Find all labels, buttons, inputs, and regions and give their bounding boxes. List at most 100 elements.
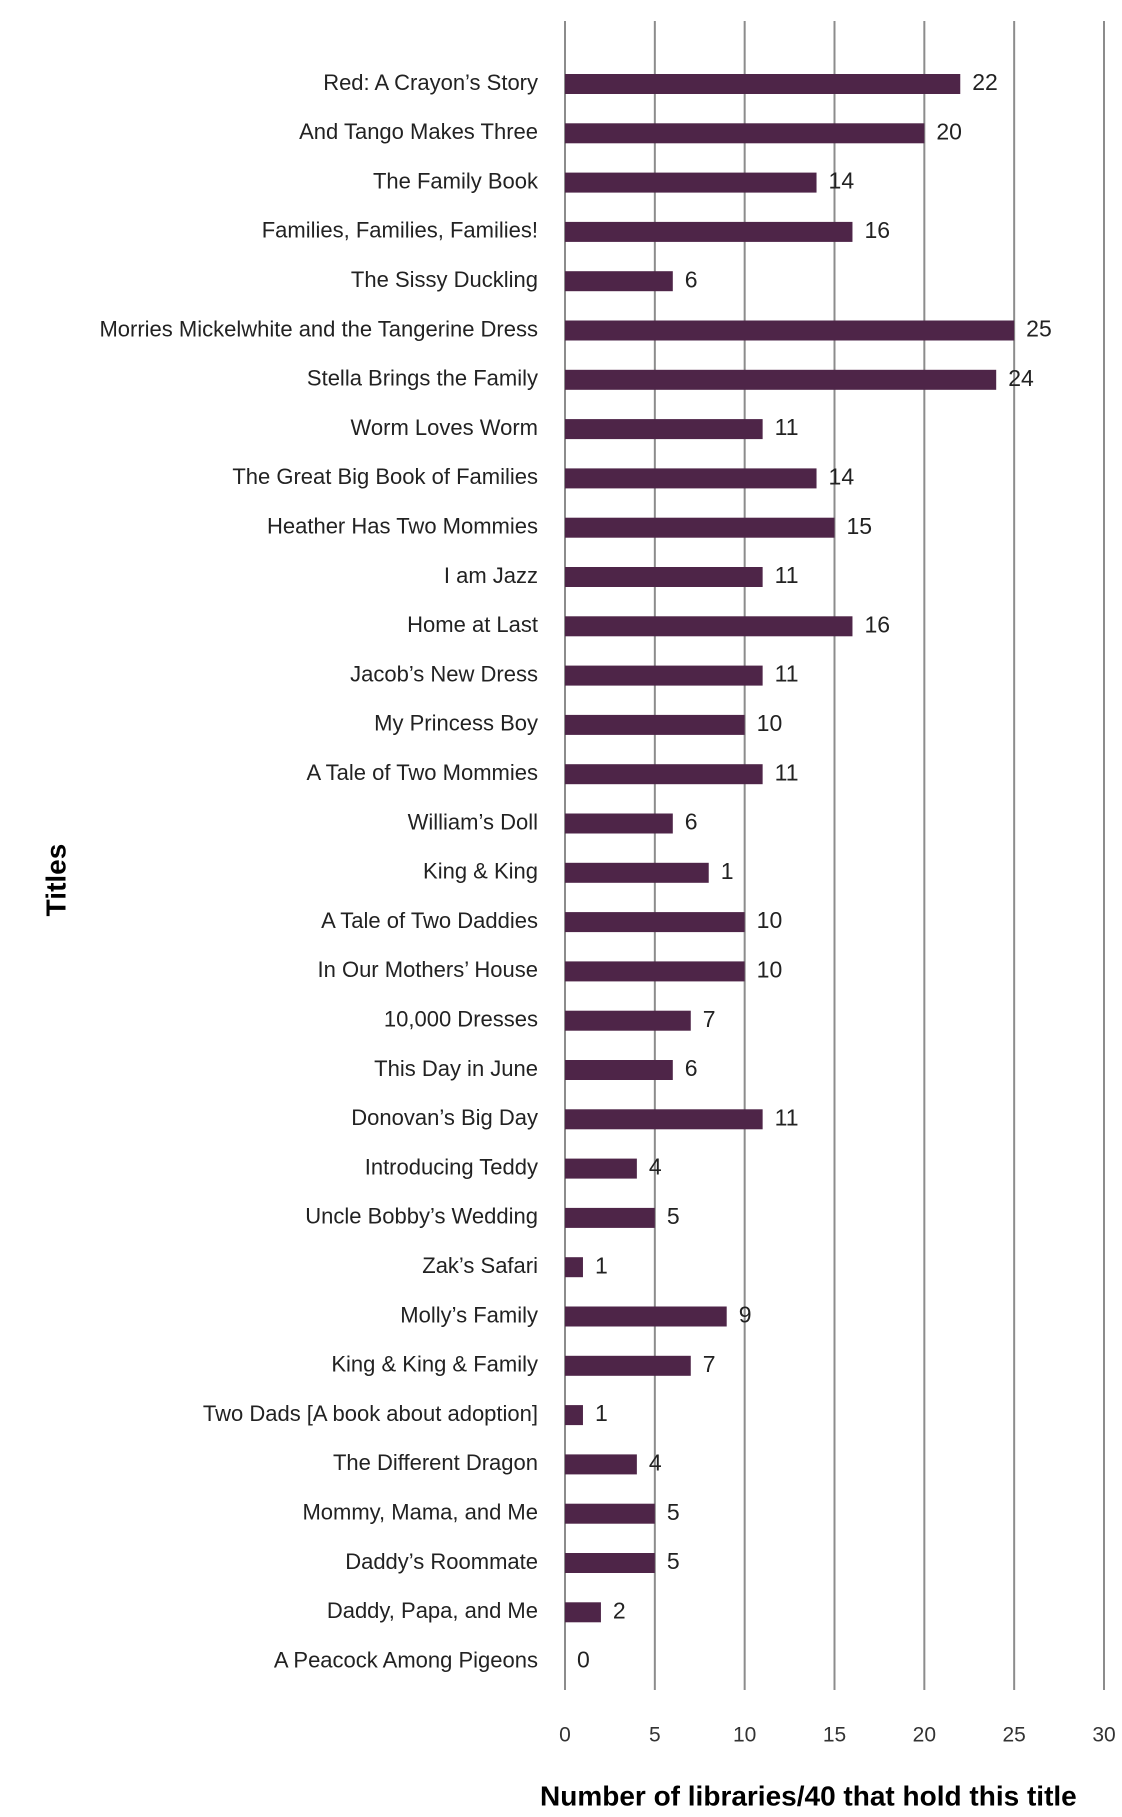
category-label: Donovan’s Big Day: [351, 1105, 538, 1130]
bar: [565, 714, 745, 735]
value-label: 11: [775, 1104, 799, 1130]
value-label: 1: [721, 858, 734, 884]
value-label: 20: [936, 118, 962, 144]
y-axis-title: Titles: [40, 844, 71, 917]
bar: [565, 172, 817, 193]
category-label: Families, Families, Families!: [262, 218, 538, 243]
x-axis-title: Number of libraries/40 that hold this ti…: [540, 1780, 1077, 1811]
value-label: 25: [1026, 316, 1052, 342]
category-label: The Great Big Book of Families: [232, 464, 538, 489]
bar: [565, 1503, 655, 1524]
value-label: 10: [757, 907, 783, 933]
bar: [565, 74, 961, 94]
value-label: 24: [1008, 365, 1034, 391]
category-label: Molly’s Family: [400, 1302, 538, 1327]
bar: [565, 468, 817, 489]
bar: [565, 813, 673, 834]
bar: [565, 517, 835, 538]
category-label: Worm Loves Worm: [351, 415, 538, 440]
value-label: 7: [703, 1351, 716, 1377]
category-label: Home at Last: [407, 612, 538, 637]
bar: [565, 1405, 583, 1426]
value-label: 9: [739, 1302, 752, 1328]
value-label: 0: [577, 1647, 590, 1673]
value-label: 5: [667, 1203, 680, 1229]
bar: [565, 764, 763, 785]
value-label: 11: [775, 414, 799, 440]
value-label: 5: [667, 1548, 680, 1574]
x-tick-label: 30: [1092, 1724, 1115, 1747]
value-label: 2: [613, 1597, 626, 1623]
bar: [565, 665, 763, 686]
value-label: 10: [757, 956, 783, 982]
value-label: 7: [703, 1006, 716, 1032]
category-label: I am Jazz: [444, 563, 538, 588]
x-tick-label: 10: [733, 1724, 756, 1747]
category-label: Morries Mickelwhite and the Tangerine Dr…: [99, 316, 538, 341]
bar: [565, 419, 763, 440]
category-label: Stella Brings the Family: [307, 366, 538, 391]
category-label: 10,000 Dresses: [384, 1007, 538, 1032]
value-label: 11: [775, 661, 799, 687]
value-label: 6: [685, 1055, 698, 1081]
value-label: 16: [864, 217, 890, 243]
category-label: This Day in June: [374, 1056, 538, 1081]
bar: [565, 1158, 637, 1179]
bar: [565, 1306, 727, 1327]
category-label: The Sissy Duckling: [351, 267, 538, 292]
value-label: 4: [649, 1154, 662, 1180]
category-label: Two Dads [A book about adoption]: [203, 1401, 538, 1426]
bar: [565, 1257, 583, 1278]
category-label: King & King & Family: [331, 1352, 538, 1377]
x-tick-label: 25: [1002, 1724, 1025, 1747]
category-label: Heather Has Two Mommies: [267, 514, 538, 539]
category-label: My Princess Boy: [374, 711, 538, 736]
value-label: 10: [757, 710, 783, 736]
category-label: Daddy’s Roommate: [345, 1549, 538, 1574]
value-label: 4: [649, 1449, 662, 1475]
category-label: Red: A Crayon’s Story: [323, 70, 538, 95]
x-tick-label: 0: [559, 1724, 571, 1747]
value-label: 6: [685, 809, 698, 835]
bar: [565, 320, 1015, 341]
bar: [565, 1109, 763, 1130]
category-label: Zak’s Safari: [422, 1253, 538, 1278]
value-label: 1: [595, 1400, 608, 1426]
bar: [565, 961, 745, 982]
category-label: The Family Book: [373, 168, 539, 193]
bar: [565, 123, 925, 144]
bar: [565, 221, 853, 242]
bar: [565, 862, 709, 883]
bar: [565, 1355, 691, 1376]
category-label: A Tale of Two Daddies: [321, 908, 538, 933]
bar: [565, 912, 745, 933]
category-label: Introducing Teddy: [365, 1154, 538, 1179]
bar: [565, 616, 853, 637]
value-label: 14: [829, 463, 855, 489]
value-label: 16: [864, 611, 890, 637]
x-tick-label: 5: [649, 1724, 661, 1747]
bar: [565, 1207, 655, 1228]
bar: [565, 567, 763, 587]
value-label: 22: [972, 69, 998, 95]
category-label: Jacob’s New Dress: [350, 661, 538, 686]
category-label: A Tale of Two Mommies: [306, 760, 538, 785]
value-label: 14: [829, 168, 855, 194]
bar: [565, 1553, 655, 1573]
bar: [565, 1602, 601, 1623]
value-label: 11: [775, 562, 799, 588]
category-label: King & King: [423, 859, 538, 884]
bar: [565, 271, 673, 292]
category-label: William’s Doll: [408, 809, 538, 834]
value-label: 11: [775, 759, 799, 785]
value-label: 6: [685, 266, 698, 292]
bar: [565, 369, 997, 390]
category-label: And Tango Makes Three: [299, 119, 538, 144]
bar: [565, 1454, 637, 1475]
x-tick-label: 20: [913, 1724, 936, 1747]
value-label: 15: [847, 513, 873, 539]
category-label: Daddy, Papa, and Me: [327, 1598, 538, 1623]
category-label: Uncle Bobby’s Wedding: [305, 1204, 538, 1229]
